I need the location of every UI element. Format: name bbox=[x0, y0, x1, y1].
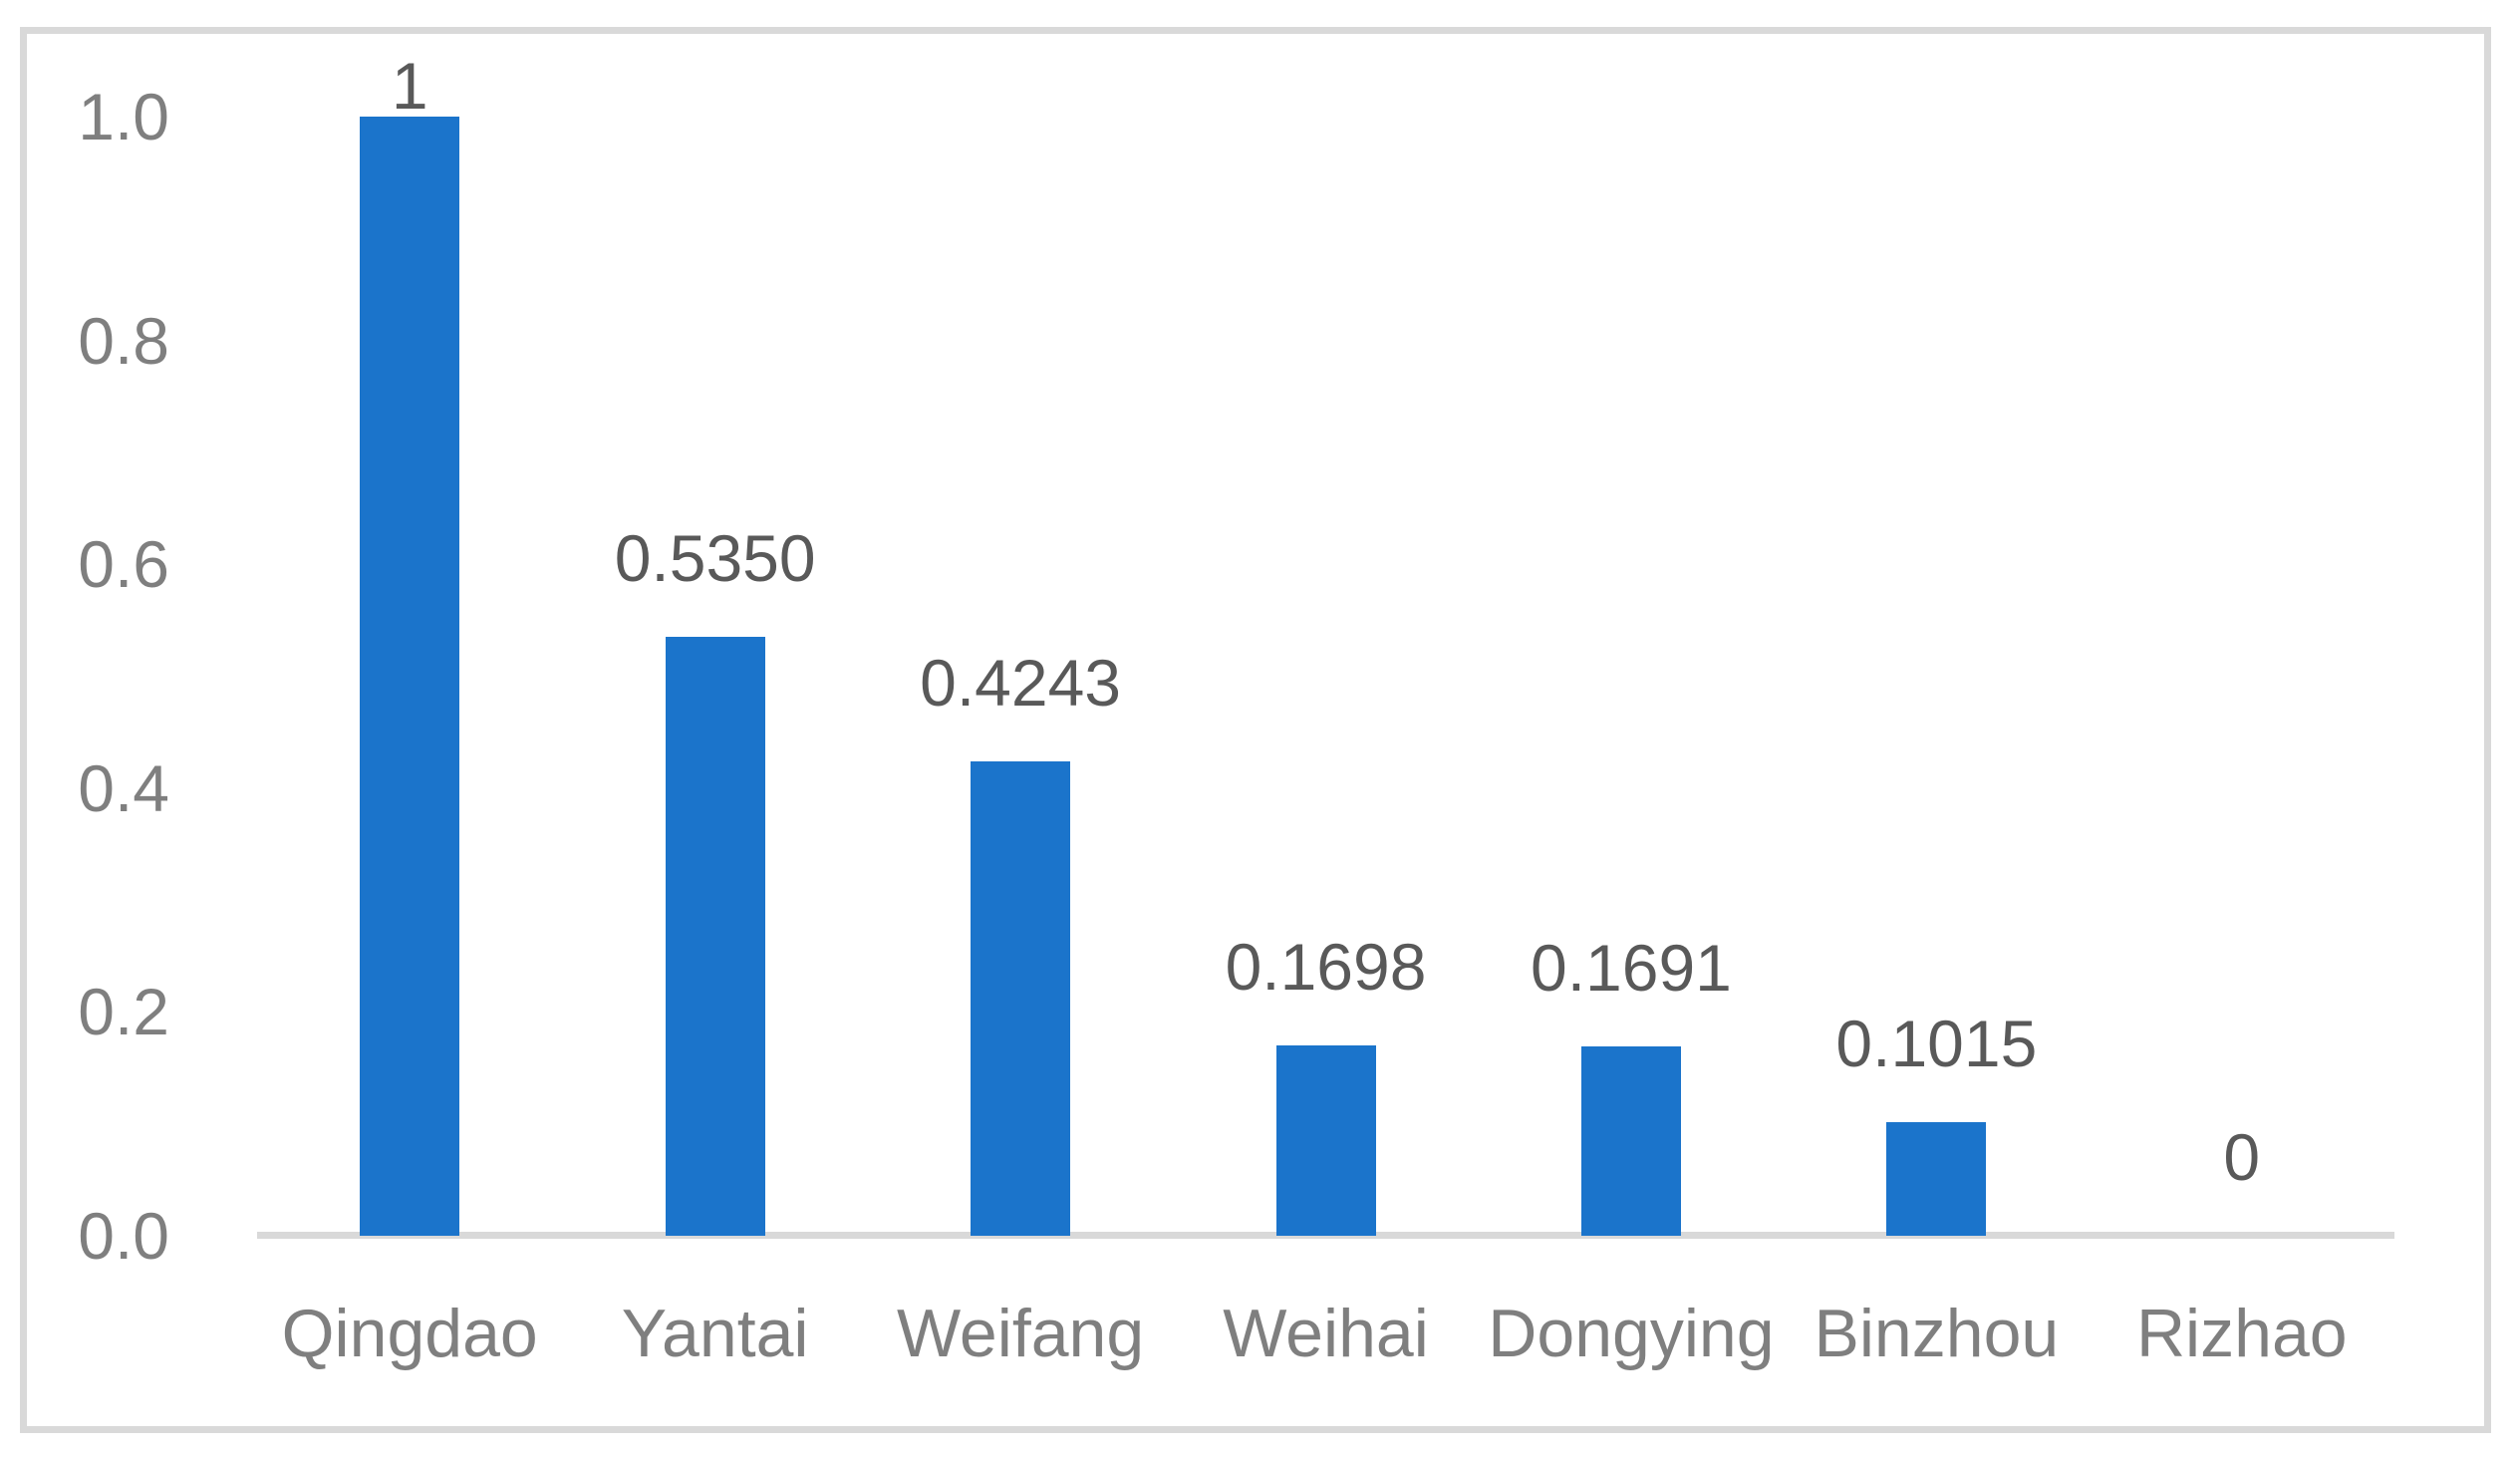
bar-value-label: 0.4243 bbox=[920, 645, 1121, 720]
bar-value-label: 0.1015 bbox=[1835, 1007, 2038, 1080]
bar-binzhou bbox=[1886, 1122, 1987, 1236]
bar-value-label: 0.5350 bbox=[614, 521, 816, 596]
x-axis-category-label: Qingdao bbox=[281, 1296, 538, 1371]
bar-value-label: 0.1698 bbox=[1225, 930, 1427, 1005]
bar-qingdao bbox=[360, 117, 460, 1236]
x-axis-category-label: Dongying bbox=[1488, 1296, 1775, 1371]
x-axis-category-label: Weihai bbox=[1223, 1296, 1429, 1371]
y-axis-tick-label: 0.0 bbox=[78, 1199, 169, 1273]
bar-value-label: 0.1691 bbox=[1530, 931, 1732, 1006]
bar-weifang bbox=[971, 760, 1071, 1236]
y-axis-tick-label: 0.6 bbox=[78, 527, 169, 602]
y-axis-tick-label: 1.0 bbox=[78, 80, 169, 153]
y-axis-tick-label: 0.8 bbox=[78, 303, 169, 378]
bar-weihai bbox=[1275, 1045, 1376, 1236]
x-axis-category-label: Yantai bbox=[621, 1296, 809, 1371]
bar-dongying bbox=[1580, 1046, 1681, 1236]
y-axis-tick-label: 0.4 bbox=[78, 750, 169, 825]
bar-value-label: 0 bbox=[2223, 1120, 2261, 1194]
x-axis-category-label: Binzhou bbox=[1814, 1296, 2060, 1371]
x-axis-category-label: Weifang bbox=[896, 1296, 1145, 1371]
bar-yantai bbox=[665, 637, 765, 1236]
bar-value-label: 1 bbox=[391, 49, 428, 123]
x-axis-category-label: Rizhao bbox=[2135, 1296, 2348, 1371]
y-axis-tick-label: 0.2 bbox=[78, 975, 169, 1049]
